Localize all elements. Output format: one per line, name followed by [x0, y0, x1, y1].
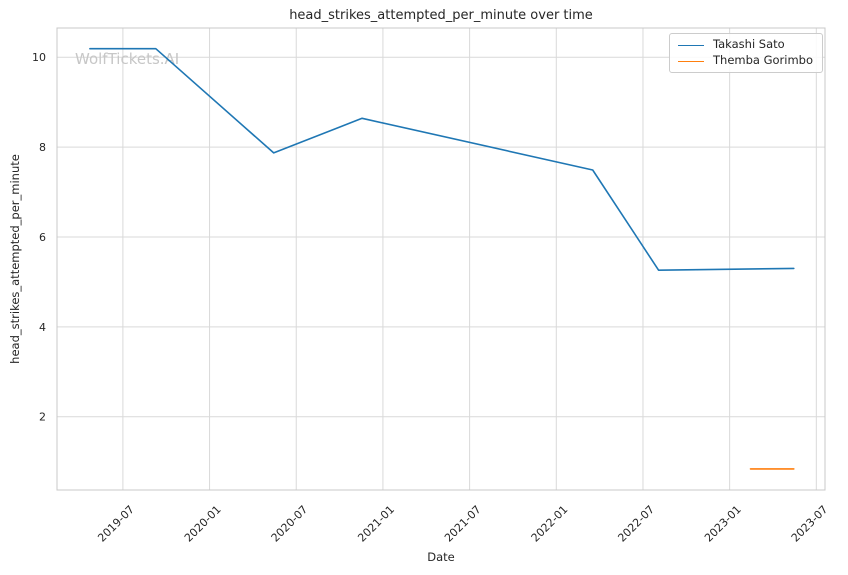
- legend-item: Takashi Sato: [678, 39, 814, 51]
- legend-item-label: Themba Gorimbo: [713, 53, 814, 68]
- x-tick-label: 2020-01: [182, 503, 224, 545]
- series-lines: [89, 47, 795, 470]
- y-axis-label: head_strikes_attempted_per_minute: [8, 154, 22, 364]
- legend-item: Themba Gorimbo: [678, 55, 814, 67]
- y-tick-label: 10: [32, 51, 46, 64]
- legend-item-label: Takashi Sato: [713, 37, 785, 52]
- y-tick-label: 8: [39, 141, 46, 154]
- gridlines: [57, 28, 825, 490]
- plot-border: [56, 27, 826, 491]
- x-axis-label: Date: [427, 550, 455, 564]
- x-tick-label: 2023-07: [789, 503, 831, 545]
- x-axis-tick-labels: 2019-07 2020-01 2020-07 2021-01 2021-07 2022-…: [95, 503, 830, 545]
- y-tick-label: 4: [39, 321, 46, 334]
- series-line-takashi-sato: [89, 47, 795, 272]
- chart-title: head_strikes_attempted_per_minute over t…: [289, 8, 593, 23]
- x-tick-label: 2022-07: [615, 503, 657, 545]
- x-tick-label: 2019-07: [95, 503, 137, 545]
- x-tick-label: 2020-07: [269, 503, 311, 545]
- watermark: WolfTickets.AI: [75, 50, 179, 68]
- y-tick-label: 2: [39, 411, 46, 424]
- x-tick-label: 2022-01: [529, 503, 571, 545]
- y-tick-label: 6: [39, 231, 46, 244]
- legend-line-swatch: [678, 44, 704, 46]
- legend: Takashi Sato Themba Gorimbo: [669, 33, 823, 73]
- y-axis-tick-labels: 2 4 6 8 10: [32, 51, 46, 424]
- legend-line-swatch: [678, 60, 704, 62]
- x-tick-label: 2021-01: [355, 503, 397, 545]
- x-tick-label: 2023-01: [702, 503, 744, 545]
- x-tick-label: 2021-07: [442, 503, 484, 545]
